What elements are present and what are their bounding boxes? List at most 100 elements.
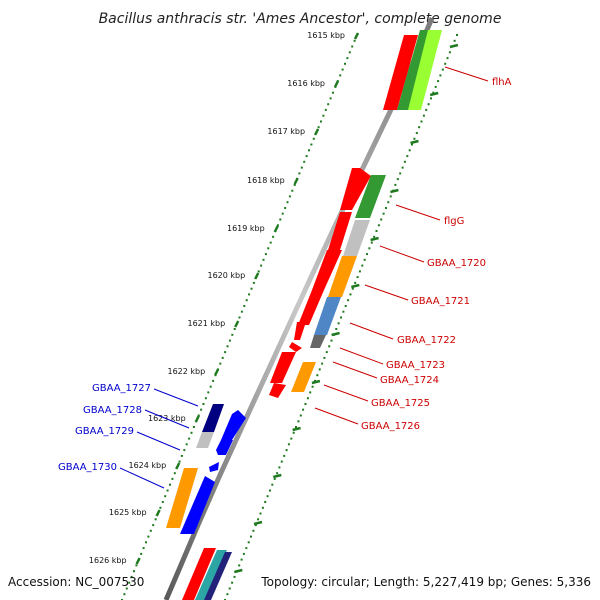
gene-flgG-1[interactable] <box>340 168 371 210</box>
ruler-dot <box>385 207 387 209</box>
label-GBAA_1727[interactable]: GBAA_1727 <box>92 383 151 394</box>
ruler-dot <box>245 547 248 550</box>
ruler-dot <box>250 535 252 538</box>
label-GBAA_1730[interactable]: GBAA_1730 <box>58 462 117 473</box>
gene-GBAA_1721-2[interactable] <box>328 256 357 297</box>
gene-GBAA_1729[interactable] <box>216 440 233 455</box>
ruler-dot <box>330 339 333 342</box>
gene-flhA[interactable] <box>383 35 418 110</box>
gene-GBAA_1729-2[interactable] <box>209 462 219 472</box>
gene-GBAA_1720-1[interactable] <box>328 212 352 250</box>
ruler-dot <box>135 564 138 567</box>
ruler-dot <box>286 201 289 204</box>
reverse-callouts: GBAA_1727 GBAA_1728 GBAA_1729 GBAA_1730 <box>58 383 199 489</box>
ruler-dot <box>339 74 342 77</box>
ruler-tick-label: 1621 kbp <box>187 319 225 328</box>
ruler-tick <box>135 557 141 565</box>
ruler-dot <box>271 483 274 486</box>
ruler-dot <box>309 391 312 394</box>
ruler-dot <box>260 264 263 267</box>
label-GBAA_1729[interactable]: GBAA_1729 <box>75 426 134 437</box>
ruler-dot <box>418 126 421 129</box>
gene-GBAA_1727[interactable] <box>202 404 224 432</box>
gene-GBAA_1725-2[interactable] <box>291 362 316 392</box>
ruler-dot <box>278 466 281 469</box>
ruler-dot <box>183 449 186 452</box>
gene-GBAA_1723[interactable] <box>294 322 306 340</box>
ruler-dot <box>348 51 351 54</box>
ruler-tick-label: 1620 kbp <box>207 271 245 280</box>
ruler-dot <box>264 253 267 256</box>
label-flgG[interactable]: flgG <box>444 216 464 227</box>
label-GBAA_1726[interactable]: GBAA_1726 <box>361 421 420 432</box>
genome-backbone <box>163 17 435 600</box>
ruler-dot <box>173 472 176 475</box>
ruler-dot <box>408 149 411 152</box>
label-GBAA_1723[interactable]: GBAA_1723 <box>386 360 445 371</box>
label-GBAA_1725[interactable]: GBAA_1725 <box>371 398 430 409</box>
ruler-dot <box>444 62 447 65</box>
gene-GBAA_1730[interactable] <box>166 468 198 528</box>
ruler-dot <box>250 287 253 290</box>
gene-flgG-2[interactable] <box>355 175 386 218</box>
ruler-dot <box>291 189 294 192</box>
inner-tick <box>292 426 301 432</box>
ruler-dot <box>269 241 272 244</box>
ruler-dot <box>178 460 181 463</box>
ruler-dot <box>171 477 174 480</box>
ruler-dotted-line <box>121 32 360 600</box>
gene-next-teal[interactable] <box>195 550 227 600</box>
ruler-dot <box>318 368 321 371</box>
accession-text: Accession: NC_007530 <box>8 575 144 589</box>
ruler-dot <box>190 431 193 434</box>
ruler-dot <box>370 241 373 244</box>
ruler-tick <box>155 509 161 517</box>
gene-flhA-part3[interactable] <box>408 30 442 110</box>
ruler-dot <box>130 575 133 578</box>
ruler-dot <box>273 477 276 480</box>
gene-GBAA_1722-1[interactable] <box>298 290 324 325</box>
label-flhA[interactable]: flhA <box>492 77 512 88</box>
label-GBAA_1724[interactable]: GBAA_1724 <box>380 375 439 386</box>
ruler-dot <box>192 426 195 428</box>
gene-next-red[interactable] <box>182 548 216 600</box>
ruler-dot <box>305 155 308 158</box>
ruler-dot <box>261 506 264 509</box>
label-GBAA_1722[interactable]: GBAA_1722 <box>397 335 456 346</box>
gene-GBAA_1730-2[interactable] <box>180 476 215 534</box>
gene-GBAA_1722-3[interactable] <box>310 335 326 348</box>
ruler-dot <box>288 195 291 198</box>
ruler-tick-label: 1619 kbp <box>227 224 265 233</box>
ruler-dot <box>125 587 128 590</box>
label-GBAA_1728[interactable]: GBAA_1728 <box>83 405 142 416</box>
ruler-dot <box>328 345 331 348</box>
gene-GBAA_1720-2[interactable] <box>343 220 370 256</box>
gene-GBAA_1721-1[interactable] <box>312 250 342 290</box>
label-GBAA_1720[interactable]: GBAA_1720 <box>427 258 486 269</box>
ruler-dot <box>264 501 267 503</box>
ruler-dot <box>323 356 326 359</box>
ruler-dot <box>254 524 257 527</box>
ruler-dot <box>361 264 364 267</box>
ruler-dot <box>228 587 231 590</box>
ruler-dot <box>300 166 303 169</box>
ruler-dot <box>224 351 227 354</box>
ruler-dot <box>180 454 183 457</box>
ruler-dot <box>159 506 162 509</box>
ruler-dot <box>337 322 340 325</box>
ruler-dot <box>340 316 342 319</box>
gene-GBAA_1724[interactable] <box>289 342 302 352</box>
reverse-strand-genes <box>166 404 246 534</box>
gene-GBAA_1725-1[interactable] <box>270 352 296 383</box>
ruler-dot <box>257 518 260 521</box>
gene-next-navy[interactable] <box>204 552 232 600</box>
ruler-dot <box>373 235 376 238</box>
gene-GBAA_1726[interactable] <box>269 383 286 398</box>
gene-GBAA_1722-2[interactable] <box>314 297 341 335</box>
label-GBAA_1721[interactable]: GBAA_1721 <box>411 296 470 307</box>
gene-GBAA_1728[interactable] <box>196 432 214 448</box>
gene-GBAA_1727-2[interactable] <box>221 410 246 440</box>
ruler-dot <box>287 443 290 446</box>
ruler-dot <box>290 437 293 440</box>
